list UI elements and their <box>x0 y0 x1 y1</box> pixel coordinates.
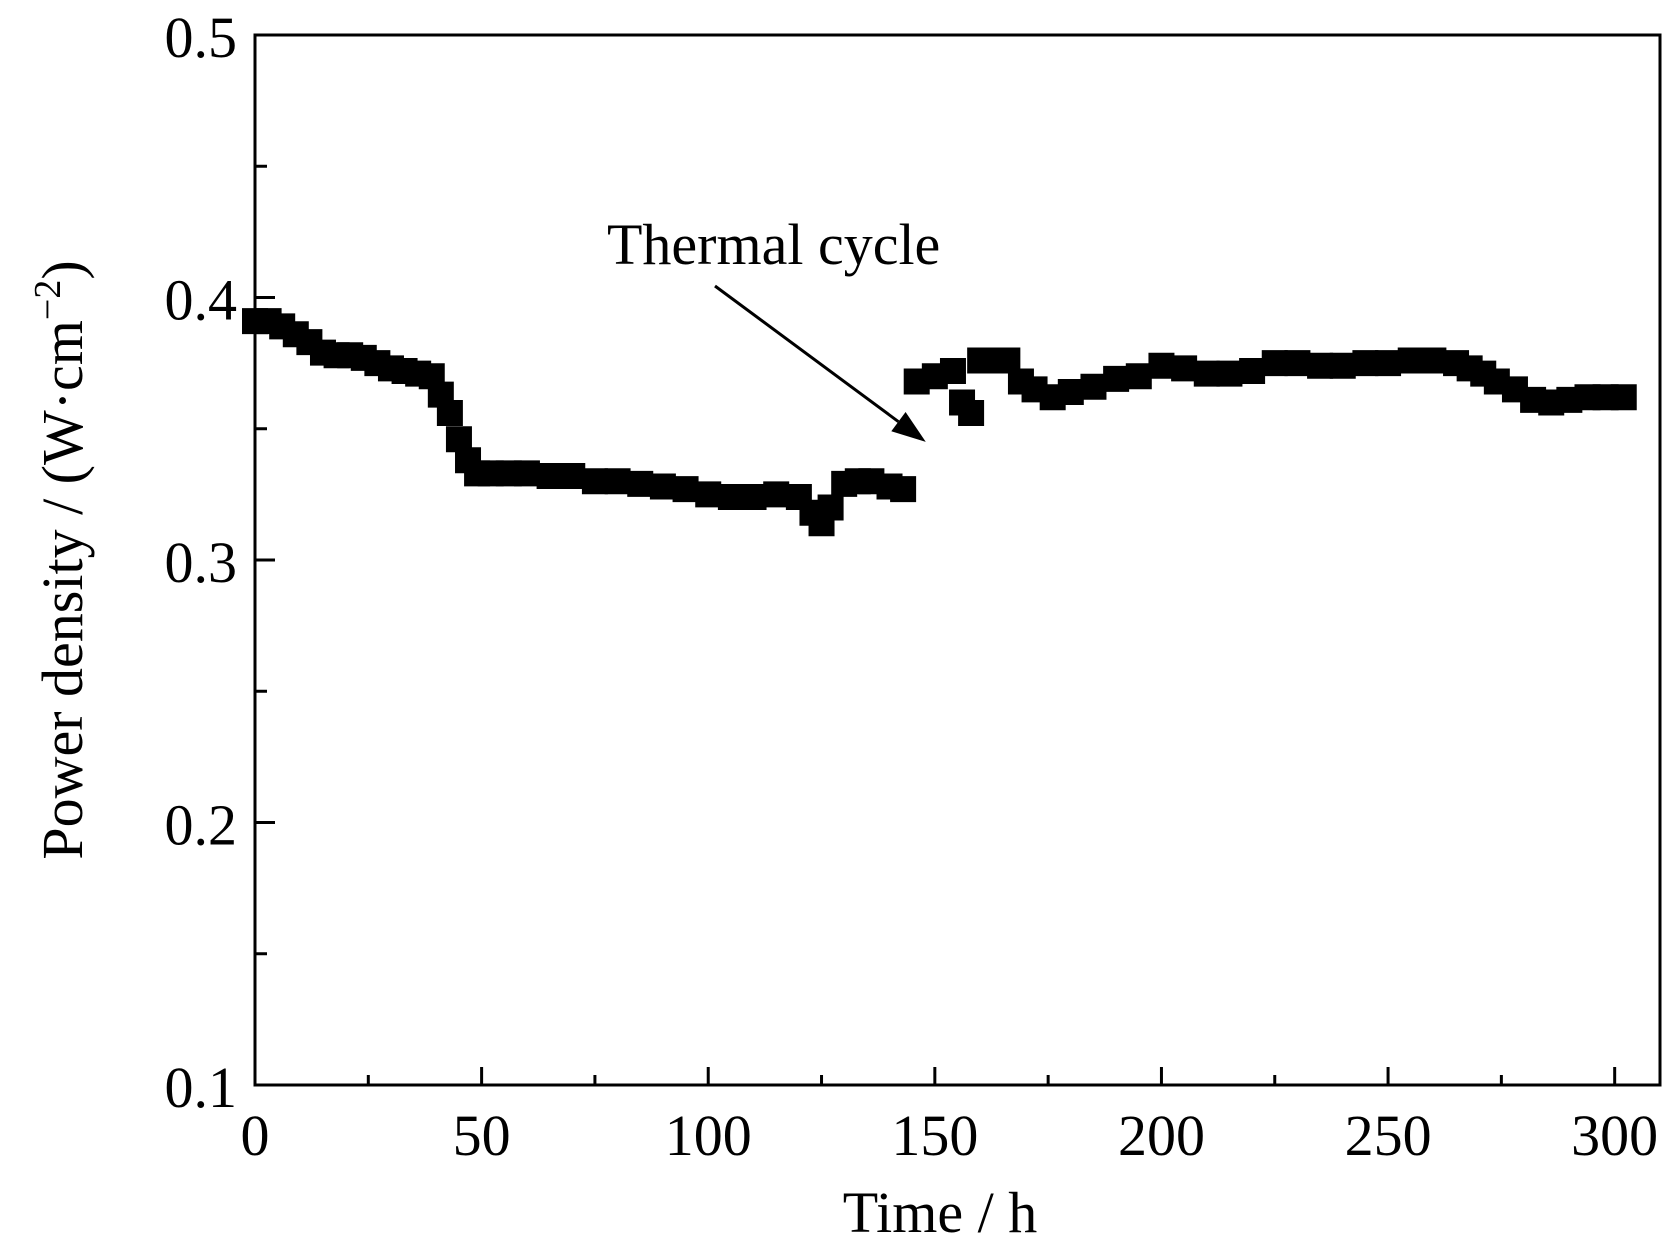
thermal-cycle-annotation: Thermal cycle <box>607 212 940 442</box>
y-tick-label: 0.1 <box>165 1055 238 1120</box>
data-point <box>1103 365 1130 392</box>
y-axis-title-close: ) <box>30 260 95 279</box>
data-point <box>1171 355 1198 382</box>
data-point <box>627 470 654 497</box>
y-axis-title: Power density / (W·cm−2) <box>27 260 95 859</box>
data-point <box>1148 352 1175 379</box>
x-tick-label: 150 <box>891 1103 978 1168</box>
x-tick-label: 100 <box>665 1103 752 1168</box>
data-markers <box>242 308 1637 537</box>
data-point <box>1329 352 1356 379</box>
y-tick-label: 0.4 <box>165 268 238 333</box>
data-point <box>672 476 699 503</box>
y-axis-ticks: 0.1 0.2 0.3 0.4 0.5 <box>165 5 275 1120</box>
y-tick-label: 0.2 <box>165 793 238 858</box>
data-point <box>890 476 917 503</box>
data-point <box>1284 350 1311 377</box>
data-point <box>436 400 463 426</box>
data-point <box>740 484 767 510</box>
data-point <box>1125 363 1152 390</box>
annotation-arrow <box>714 284 900 423</box>
data-point <box>717 484 744 510</box>
plot-frame <box>253 33 1662 1087</box>
data-point <box>604 468 631 495</box>
data-point <box>958 400 985 426</box>
data-point <box>1193 360 1220 387</box>
data-point <box>559 463 586 489</box>
data-point <box>513 460 540 487</box>
x-tick-label: 200 <box>1118 1103 1205 1168</box>
x-axis-title: Time / h <box>843 1180 1037 1245</box>
y-axis-title-exponent: −2 <box>27 280 69 320</box>
data-point <box>1420 347 1447 374</box>
data-point <box>695 481 722 508</box>
x-tick-label: 50 <box>453 1103 511 1168</box>
data-point <box>1397 347 1424 374</box>
data-point <box>536 463 563 489</box>
y-tick-label: 0.5 <box>165 5 238 70</box>
data-point <box>1057 379 1084 405</box>
data-point <box>1239 358 1266 384</box>
data-point <box>1307 352 1334 379</box>
data-point <box>1610 384 1637 411</box>
data-point <box>581 468 608 495</box>
data-point <box>1261 350 1288 377</box>
data-point <box>939 358 966 384</box>
x-tick-label: 300 <box>1571 1103 1658 1168</box>
data-point <box>649 473 676 500</box>
y-tick-label: 0.3 <box>165 530 238 595</box>
data-point <box>817 494 844 521</box>
x-tick-label: 250 <box>1345 1103 1432 1168</box>
data-point <box>1216 360 1243 387</box>
data-point <box>1080 373 1107 400</box>
x-axis-ticks: 0 50 100 150 200 250 300 <box>241 1067 1658 1168</box>
annotation-text: Thermal cycle <box>607 212 940 277</box>
annotation-arrowhead <box>891 412 926 442</box>
data-point <box>1375 350 1402 377</box>
data-point <box>1352 350 1379 377</box>
y-axis-title-main: Power density / (W·cm <box>30 320 95 860</box>
x-tick-label: 0 <box>241 1103 270 1168</box>
data-point <box>763 481 790 508</box>
